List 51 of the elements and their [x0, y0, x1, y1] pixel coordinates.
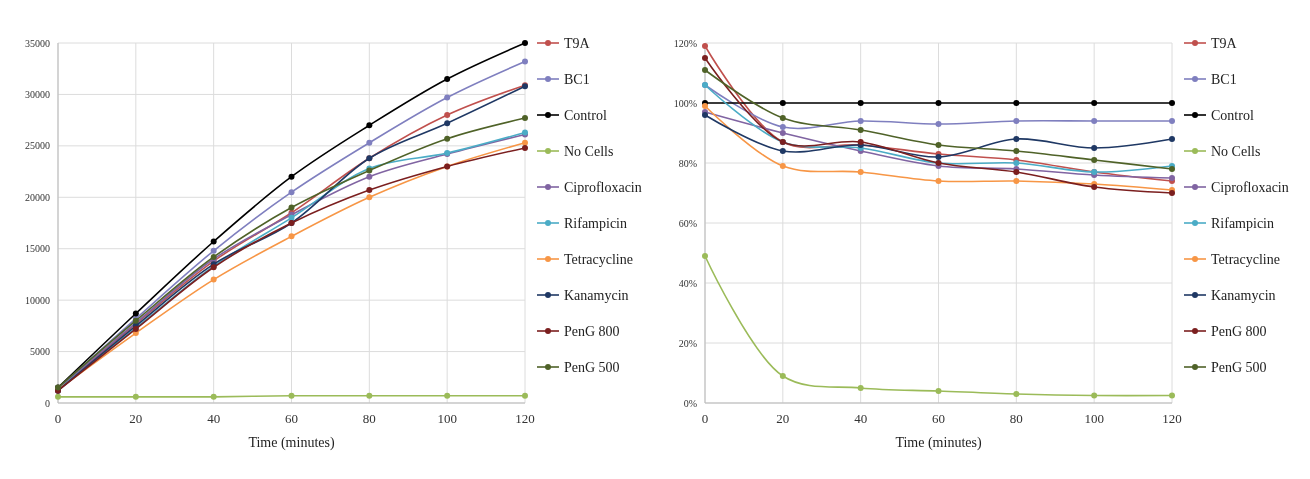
y-tick-label: 20000	[25, 191, 50, 203]
y-tick-label: 25000	[25, 140, 50, 152]
y-tick-label: 20%	[678, 337, 697, 349]
legend-label: PenG 500	[564, 359, 620, 375]
legend-label: Ciprofloxacin	[564, 179, 642, 195]
y-tick-label: 0%	[683, 397, 697, 409]
x-axis-title: Time (minutes)	[248, 435, 335, 451]
x-tick-label: 40	[207, 411, 221, 426]
x-tick-label: 60	[285, 411, 298, 426]
x-tick-label: 120	[1162, 411, 1182, 426]
legend-label: T9A	[1211, 35, 1238, 51]
x-tick-label: 100	[1084, 411, 1104, 426]
legend-label: Ciprofloxacin	[1211, 179, 1289, 195]
legend-label: Tetracycline	[564, 251, 633, 267]
y-tick-label: 60%	[678, 217, 697, 229]
y-tick-label: 40%	[678, 277, 697, 289]
legend-label: Control	[1211, 107, 1254, 123]
legend-label: No Cells	[564, 143, 614, 159]
y-tick-label: 100%	[673, 97, 697, 109]
x-axis-title: Time (minutes)	[895, 435, 982, 451]
legend-label: BC1	[1211, 71, 1237, 87]
y-tick-label: 30000	[25, 88, 50, 100]
legend-label: PenG 500	[1211, 359, 1267, 375]
y-tick-label: 15000	[25, 243, 50, 255]
legend-label: Tetracycline	[1211, 251, 1280, 267]
legend-label: PenG 800	[564, 323, 620, 339]
legend-label: Rifampicin	[564, 215, 627, 231]
x-tick-label: 40	[854, 411, 868, 426]
y-tick-label: 0	[45, 397, 50, 409]
y-tick-label: 35000	[25, 37, 50, 49]
x-tick-label: 80	[362, 411, 376, 426]
legend-label: PenG 800	[1211, 323, 1267, 339]
legend-label: Kanamycin	[1211, 287, 1276, 303]
x-tick-label: 20	[129, 411, 143, 426]
x-tick-label: 0	[54, 411, 62, 426]
y-tick-label: 5000	[30, 346, 50, 358]
y-tick-label: 80%	[678, 157, 697, 169]
x-tick-label: 0	[701, 411, 709, 426]
legend-label: BC1	[564, 71, 590, 87]
y-tick-label: 120%	[673, 37, 697, 49]
y-tick-label: 10000	[25, 294, 50, 306]
x-tick-label: 20	[776, 411, 790, 426]
legend-label: T9A	[564, 35, 591, 51]
legend-label: Kanamycin	[564, 287, 629, 303]
legend-label: Control	[564, 107, 607, 123]
x-tick-label: 80	[1009, 411, 1023, 426]
x-tick-label: 60	[932, 411, 945, 426]
legend-label: Rifampicin	[1211, 215, 1274, 231]
legend-label: No Cells	[1211, 143, 1261, 159]
x-tick-label: 120	[515, 411, 535, 426]
x-tick-label: 100	[437, 411, 457, 426]
